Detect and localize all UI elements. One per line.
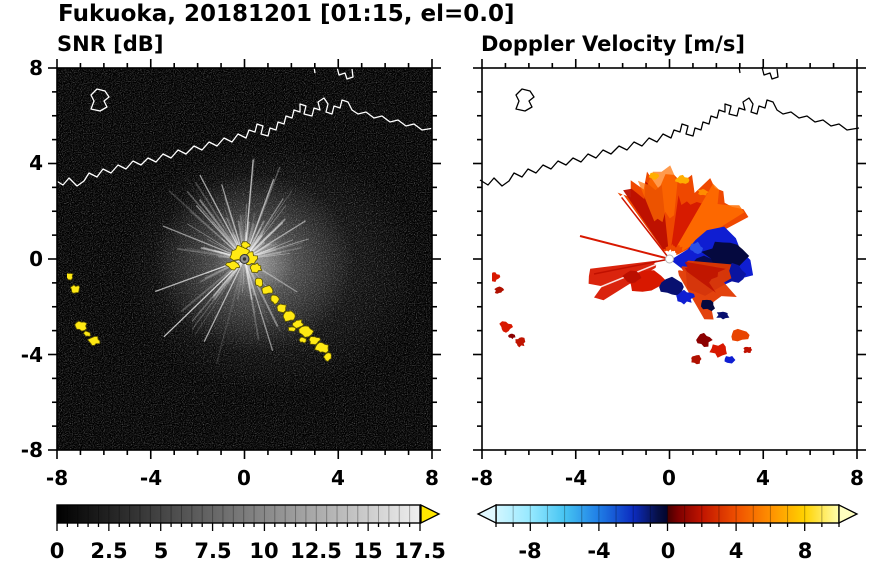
doppler-radar-center-dot [665,254,674,264]
doppler-cb-label-2: 0 [660,539,676,563]
snr-cb-label-0: 0 [49,539,65,563]
snr-radar-center-dot [239,254,250,264]
snr-cb-label-5: 12.5 [290,539,342,563]
snr-cb-label-3: 7.5 [194,539,232,563]
snr-y-tick-label-1: 4 [29,151,43,175]
doppler-colorbar-gradient [496,505,839,523]
doppler-colorbar-over-arrow [838,503,859,525]
snr-cb-label-7: 17.5 [394,539,446,563]
snr-x-tick-label-4: 8 [425,466,439,490]
snr-panel-title: SNR [dB] [57,32,164,56]
snr-colorbar-over-arrow [420,503,441,525]
doppler-colorbar [476,503,859,531]
figure-title: Fukuoka, 20181201 [01:15, el=0.0] [58,1,515,27]
doppler-cb-label-3: 4 [728,539,744,563]
snr-y-tick-label-3: -4 [20,343,43,367]
doppler-axis-ticks [473,59,866,459]
snr-cb-label-4: 10 [249,539,279,563]
snr-x-tick-label-3: 4 [331,466,345,490]
snr-x-tick-label-2: 0 [237,466,251,490]
snr-y-tick-label-2: 0 [29,247,43,271]
doppler-x-tick-label-4: 8 [850,466,864,490]
doppler-cb-label-4: 8 [797,539,813,563]
doppler-x-tick-label-0: -8 [470,466,494,490]
snr-cb-label-2: 5 [153,539,169,563]
doppler-colorbar-under-arrow [476,503,497,525]
snr-x-tick-label-0: -8 [45,466,69,490]
snr-colorbar [56,503,441,531]
doppler-plot-canvas [473,59,866,459]
snr-plot-canvas [48,59,441,459]
doppler-cb-label-1: -4 [587,539,611,563]
snr-x-tick-label-1: -4 [139,466,163,490]
doppler-echoes [492,165,754,365]
doppler-panel-title: Doppler Velocity [m/s] [481,32,745,56]
snr-colorbar-gradient [57,505,420,523]
doppler-colorbar-ticks [495,505,840,531]
doppler-x-tick-label-1: -4 [564,466,588,490]
doppler-cb-label-0: -8 [518,539,542,563]
snr-y-tick-label-0: 8 [29,56,43,80]
snr-halo [122,143,422,393]
doppler-x-tick-label-2: 0 [662,466,676,490]
snr-y-tick-label-4: -8 [20,438,43,462]
snr-cb-label-6: 15 [353,539,383,563]
snr-axis-ticks [48,59,441,459]
doppler-x-tick-label-3: 4 [756,466,770,490]
snr-cb-label-1: 2.5 [90,539,128,563]
